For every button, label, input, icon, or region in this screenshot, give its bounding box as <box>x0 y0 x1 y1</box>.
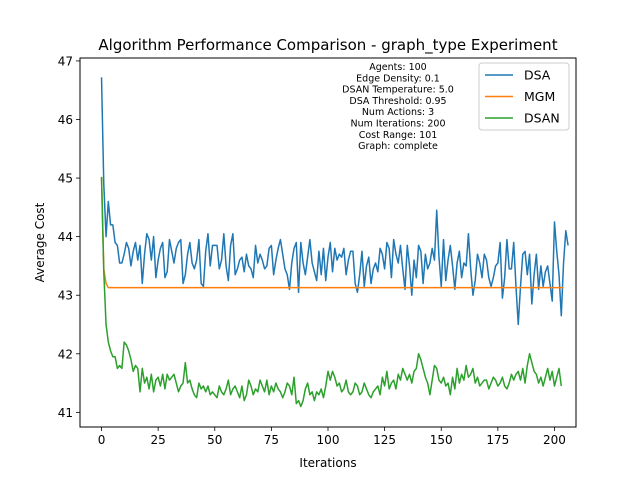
series-line-dsa <box>100 77 569 326</box>
annotation-line: DSAN Temperature: 5.0 <box>342 85 454 96</box>
chart-title: Algorithm Performance Comparison - graph… <box>98 36 557 55</box>
annotation-line: Agents: 100 <box>369 62 426 73</box>
x-tick-label: 175 <box>486 433 509 447</box>
x-tick-label: 150 <box>430 433 453 447</box>
legend-label-dsan: DSAN <box>524 111 560 126</box>
legend-label-mgm: MGM <box>524 89 555 104</box>
x-axis-label: Iterations <box>299 456 356 470</box>
y-axis-ticks: 41 42 43 44 45 46 47 <box>58 54 80 420</box>
y-tick-label: 46 <box>58 113 73 127</box>
series-line-mgm <box>100 178 564 289</box>
y-tick-label: 47 <box>58 54 73 68</box>
legend-label-dsa: DSA <box>524 68 551 83</box>
x-tick-label: 25 <box>150 433 165 447</box>
x-tick-label: 100 <box>317 433 340 447</box>
x-tick-label: 0 <box>98 433 106 447</box>
annotation-line: Graph: complete <box>358 141 438 152</box>
y-tick-label: 41 <box>58 406 73 420</box>
y-axis-label: Average Cost <box>33 202 47 282</box>
series-line-dsan <box>100 176 563 408</box>
legend-frame <box>478 62 570 131</box>
y-tick-label: 44 <box>58 230 73 244</box>
x-tick-label: 200 <box>543 433 566 447</box>
series-layer <box>100 77 569 408</box>
x-tick-label: 125 <box>373 433 396 447</box>
y-tick-label: 42 <box>58 347 73 361</box>
annotation-line: Num Actions: 3 <box>362 107 434 118</box>
annotation-line: Cost Range: 101 <box>359 130 438 141</box>
x-axis-ticks: 0 25 50 75 100 125 150 175 200 <box>98 427 566 447</box>
x-tick-label: 50 <box>207 433 222 447</box>
x-tick-label: 75 <box>264 433 279 447</box>
y-tick-label: 43 <box>58 289 73 303</box>
annotation-line: Num Iterations: 200 <box>351 119 446 130</box>
annotation-line: Edge Density: 0.1 <box>356 73 440 84</box>
y-tick-label: 45 <box>58 172 73 186</box>
legend: DSA MGM DSAN <box>478 62 570 131</box>
annotation-line: DSA Threshold: 0.95 <box>349 96 446 107</box>
